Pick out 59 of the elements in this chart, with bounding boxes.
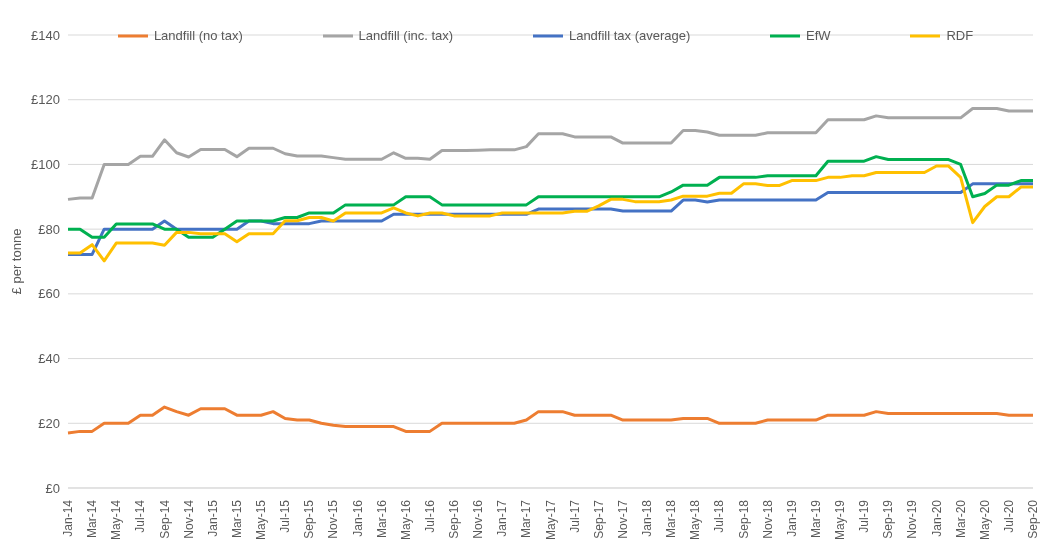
x-tick-label: Nov-17 (615, 499, 630, 539)
x-tick-label: Jan-19 (784, 499, 799, 537)
x-tick-label: Jan-16 (350, 499, 365, 537)
x-tick-label: Sep-18 (736, 499, 751, 539)
x-tick-label: Nov-14 (181, 499, 196, 539)
y-tick-label: £60 (38, 286, 60, 302)
x-tick-label: May-20 (977, 499, 992, 541)
x-tick-label: Jul-17 (567, 499, 582, 533)
legend-label: RDF (946, 28, 974, 43)
x-tick-label: Nov-18 (760, 499, 775, 539)
x-tick-label: Jul-14 (133, 499, 148, 533)
y-tick-label: £140 (31, 27, 60, 43)
x-tick-label: Jan-15 (205, 499, 220, 537)
x-tick-label: Nov-16 (471, 499, 486, 539)
x-tick-label: Jul-19 (857, 499, 872, 533)
y-tick-label: £0 (45, 480, 60, 496)
line-series (66, 405, 1035, 435)
x-tick-label: Jul-20 (1001, 499, 1016, 533)
x-tick-label: Sep-15 (302, 499, 317, 539)
x-tick-label: Nov-19 (905, 499, 920, 539)
x-tick-label: Sep-19 (881, 499, 896, 539)
x-tick-label: Mar-20 (953, 499, 968, 539)
line-series (66, 164, 1035, 263)
x-tick-label: Sep-17 (591, 499, 606, 539)
x-tick-label: Mar-14 (85, 499, 100, 539)
x-tick-label: Jan-14 (61, 499, 75, 537)
x-tick-label: May-18 (688, 499, 703, 541)
y-tick-label: £120 (31, 92, 60, 108)
x-tick-label: May-16 (398, 499, 413, 541)
x-tick-label: May-19 (833, 499, 847, 541)
x-tick-label: Jan-20 (929, 499, 944, 537)
x-tick-label: Mar-19 (808, 499, 823, 539)
y-tick-label: £20 (38, 415, 60, 431)
legend-label: EfW (806, 28, 831, 43)
x-tick-label: May-14 (109, 499, 124, 541)
x-tick-label: Mar-18 (664, 499, 679, 539)
x-tick-label: Sep-14 (157, 499, 172, 539)
legend-label: Landfill tax (average) (568, 28, 691, 43)
x-tick-label: Sep-16 (447, 499, 461, 539)
y-axis-title: £ per tonne (8, 228, 24, 295)
x-tick-label: Sep-20 (1026, 499, 1040, 539)
x-tick-label: Jul-18 (712, 499, 727, 533)
x-tick-label: Mar-15 (229, 499, 244, 539)
line-series (66, 106, 1035, 201)
y-tick-label: £40 (38, 351, 60, 367)
x-tick-label: Jul-15 (278, 499, 293, 533)
x-tick-label: Jan-17 (495, 499, 510, 537)
legend-label: Landfill (inc. tax) (358, 28, 454, 43)
y-tick-label: £100 (31, 157, 60, 173)
x-tick-label: Mar-16 (374, 499, 389, 539)
x-tick-label: May-17 (543, 499, 558, 541)
legend-label: Landfill (no tax) (153, 28, 243, 43)
x-tick-label: Mar-17 (519, 499, 534, 539)
x-tick-label: Jan-18 (640, 499, 654, 537)
x-tick-label: May-15 (254, 499, 268, 541)
x-tick-label: Jul-16 (422, 499, 437, 533)
x-tick-label: Nov-15 (326, 499, 341, 539)
y-tick-label: £80 (38, 221, 60, 237)
line-series (66, 155, 1035, 239)
